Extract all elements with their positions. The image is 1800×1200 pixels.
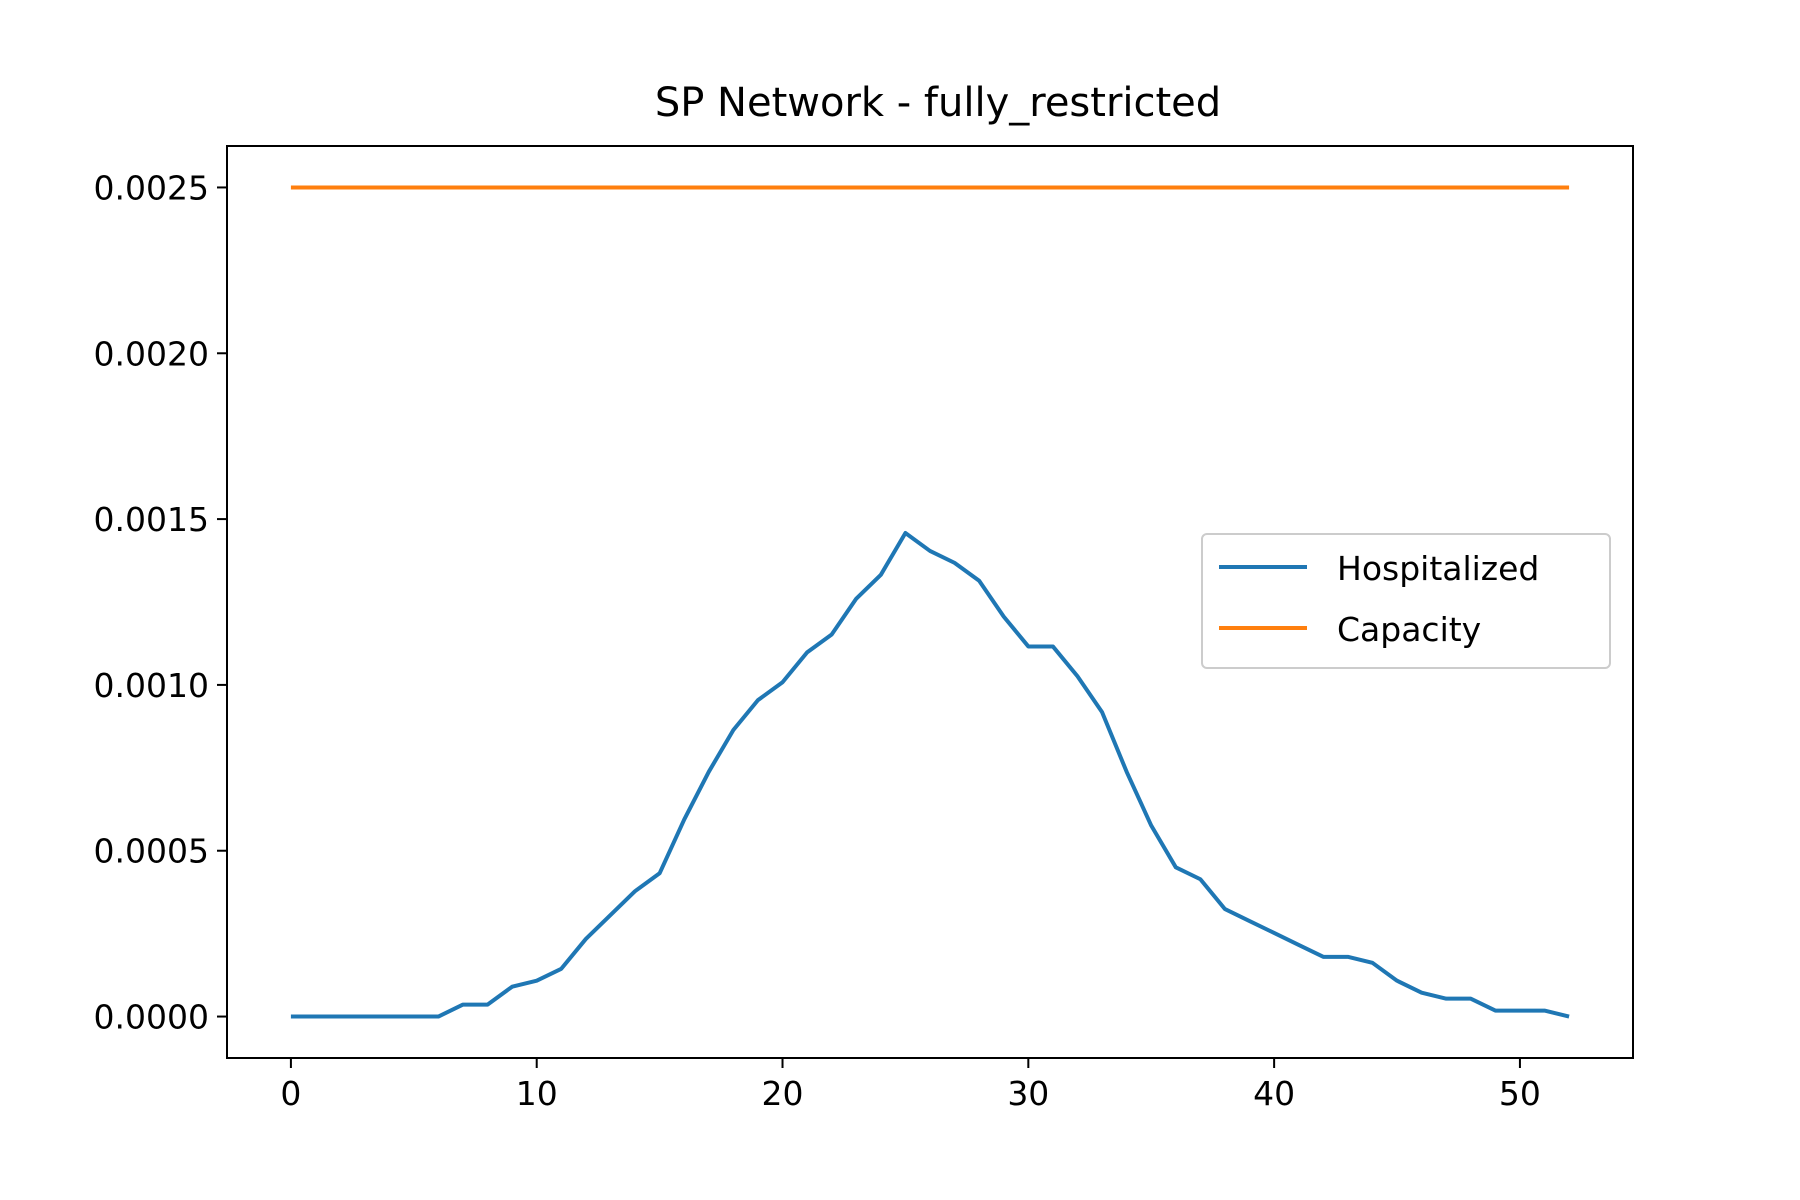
y-axis: 0.0000 0.0005 0.0010 0.0015 0.0020 0.0025: [94, 168, 227, 1037]
x-tick-label: 40: [1253, 1074, 1295, 1113]
axes: 0 10 20 30 40 50 0.00000.00050.00100.00150.00…: [94, 145, 1634, 1113]
x-tick-label: 30: [1007, 1074, 1049, 1113]
legend-label-capacity: Capacity: [1337, 610, 1481, 649]
plot-frame: [226, 145, 1634, 1059]
series-line-hospitalized: [290, 531, 1570, 1019]
x-tick-label: 20: [762, 1074, 804, 1113]
y-tick-label: 0.0000: [94, 998, 209, 1037]
chart-title: SP Network - fully_restricted: [655, 80, 1221, 126]
legend: Hospitalized Capacity: [1201, 533, 1611, 669]
y-tick-label: 0.0005: [94, 832, 209, 871]
y-tick-label: 0.0020: [94, 334, 209, 373]
y-tick-label: 0.0025: [94, 168, 209, 207]
plot-area: [290, 185, 1570, 1019]
x-tick-label: 0: [280, 1074, 301, 1113]
x-tick-label: 50: [1499, 1074, 1541, 1113]
x-axis: 0 10 20 30 40 50: [280, 1058, 1541, 1113]
y-tick-label: 0.0010: [94, 666, 209, 705]
legend-label-hospitalized: Hospitalized: [1337, 549, 1539, 588]
y-tick-label: 0.0015: [94, 500, 209, 539]
x-tick-label: 10: [516, 1074, 558, 1113]
